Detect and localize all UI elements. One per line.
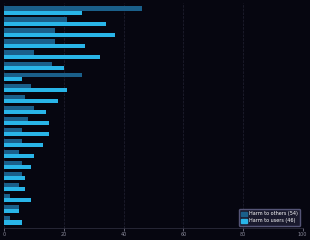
Bar bbox=[4, 139, 22, 143]
Bar bbox=[4, 22, 106, 26]
Bar bbox=[4, 72, 82, 77]
Bar bbox=[4, 117, 28, 121]
Bar bbox=[4, 39, 55, 44]
Bar bbox=[4, 220, 22, 225]
Bar bbox=[4, 106, 34, 110]
Bar bbox=[4, 11, 82, 15]
Bar bbox=[4, 154, 34, 158]
Bar bbox=[4, 110, 46, 114]
Bar bbox=[4, 161, 22, 165]
Bar bbox=[4, 176, 25, 180]
Bar bbox=[4, 77, 22, 81]
Bar bbox=[4, 50, 34, 55]
Bar bbox=[4, 216, 10, 220]
Bar bbox=[4, 132, 49, 136]
Bar bbox=[4, 61, 52, 66]
Bar bbox=[4, 209, 19, 213]
Bar bbox=[4, 33, 115, 37]
Bar bbox=[4, 88, 67, 92]
Bar bbox=[4, 84, 31, 88]
Bar bbox=[4, 187, 25, 191]
Bar bbox=[4, 128, 22, 132]
Bar bbox=[4, 165, 31, 169]
Bar bbox=[4, 55, 100, 59]
Bar bbox=[4, 66, 64, 70]
Bar bbox=[4, 143, 43, 147]
Bar bbox=[4, 6, 141, 11]
Bar bbox=[4, 150, 19, 154]
Legend: Harm to others (54), Harm to users (46): Harm to others (54), Harm to users (46) bbox=[239, 209, 300, 226]
Bar bbox=[4, 194, 10, 198]
Bar bbox=[4, 17, 67, 22]
Bar bbox=[4, 95, 25, 99]
Bar bbox=[4, 172, 22, 176]
Bar bbox=[4, 121, 49, 125]
Bar bbox=[4, 205, 19, 209]
Bar bbox=[4, 99, 58, 103]
Bar bbox=[4, 183, 19, 187]
Bar bbox=[4, 198, 31, 202]
Bar bbox=[4, 28, 55, 33]
Bar bbox=[4, 44, 85, 48]
